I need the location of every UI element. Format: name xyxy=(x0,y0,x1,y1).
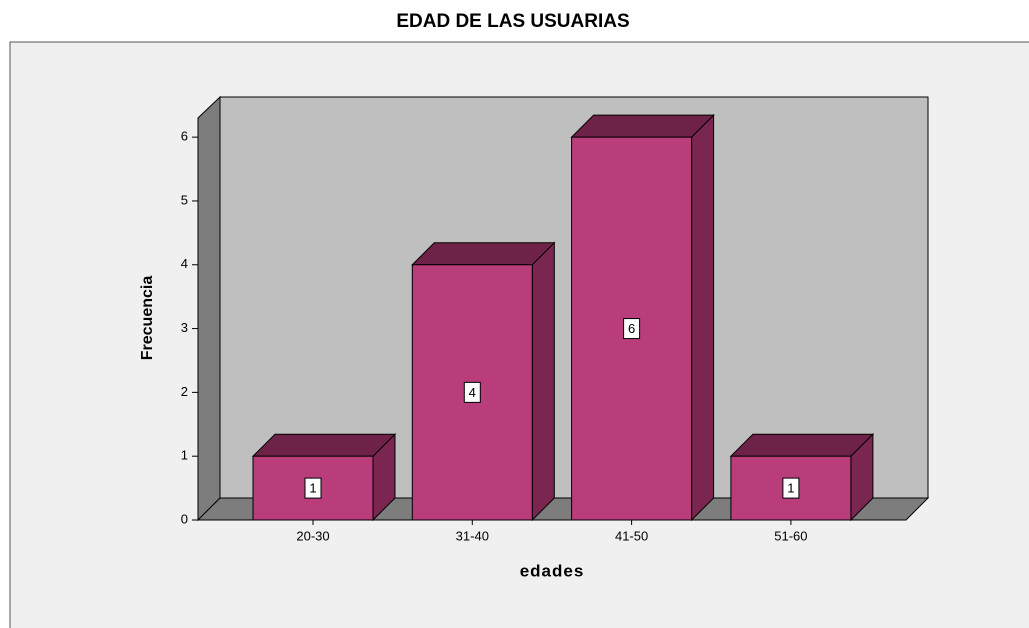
value-label: 1 xyxy=(787,481,794,496)
value-label-box xyxy=(304,477,322,499)
chart-title: EDAD DE LAS USUARIAS xyxy=(396,11,629,32)
bar-side xyxy=(531,241,555,522)
bar-top xyxy=(411,242,556,266)
value-label: 6 xyxy=(628,321,635,336)
bar-top xyxy=(251,433,397,457)
value-label: 1 xyxy=(309,481,316,496)
value-label-box xyxy=(782,477,800,499)
bar-top xyxy=(729,433,875,457)
y-axis-label: Frecuencia xyxy=(139,276,156,361)
value-label-box xyxy=(623,318,641,340)
y-tick-label: 2 xyxy=(181,384,188,399)
x-tick-label: 51-60 xyxy=(774,528,807,543)
y-tick-label: 4 xyxy=(181,256,188,271)
value-label-box xyxy=(463,381,481,403)
x-tick-label: 20-30 xyxy=(296,528,329,543)
x-tick-label: 41-50 xyxy=(615,528,648,543)
x-tick-label: 31-40 xyxy=(456,528,489,543)
bar-side xyxy=(691,113,715,522)
y-tick-label: 5 xyxy=(181,192,188,207)
y-tick-label: 3 xyxy=(181,320,188,335)
y-tick-label: 6 xyxy=(181,129,188,144)
y-tick-label: 0 xyxy=(181,511,188,526)
x-axis-label: edades xyxy=(520,561,585,580)
y-tick-label: 1 xyxy=(181,448,188,463)
left-wall xyxy=(197,95,221,522)
value-label: 4 xyxy=(469,385,476,400)
bar-top xyxy=(570,114,715,138)
